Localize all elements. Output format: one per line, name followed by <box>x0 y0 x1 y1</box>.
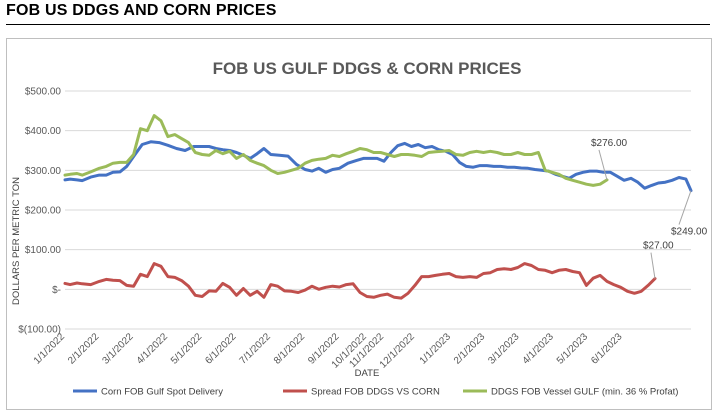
legend-label-2: Spread FOB DDGS VS CORN <box>311 387 440 398</box>
x-tick-label: 6/1/2022 <box>203 331 239 367</box>
x-tick-label: 5/1/2023 <box>555 331 591 367</box>
x-tick-label: 4/1/2023 <box>521 331 557 367</box>
y-axis-ticks: $500.00 $400.00 $300.00 $200.00 $100.00 $- $(1… <box>18 87 61 336</box>
gridlines <box>65 90 691 330</box>
x-tick-label: 4/1/2022 <box>135 331 171 367</box>
annotation-leader <box>650 252 656 279</box>
y-tick-label: $400.00 <box>25 126 62 137</box>
y-tick-label: $500.00 <box>25 87 62 98</box>
x-tick-label: 1/1/2023 <box>418 331 454 367</box>
annotation-label: $27.00 <box>643 241 674 252</box>
chart-svg: FOB US GULF DDGS & CORN PRICES $500.00 $4… <box>11 59 708 398</box>
page-heading: FOB US DDGS AND CORN PRICES <box>6 2 277 19</box>
legend-label-3: DDGS FOB Vessel GULF (min. 36 % Profat) <box>491 387 678 398</box>
x-tick-label: 7/1/2022 <box>238 331 274 367</box>
y-axis-label: DOLLARS PER METRIC TON <box>11 177 22 305</box>
heading-underline <box>6 24 710 25</box>
x-tick-label: 3/1/2022 <box>100 331 136 367</box>
legend-label-1: Corn FOB Gulf Spot Delivery <box>101 387 223 398</box>
x-tick-label: 6/1/2023 <box>589 331 625 367</box>
series-line-2 <box>63 262 657 300</box>
x-tick-label: 5/1/2022 <box>169 331 205 367</box>
annotation-label: $249.00 <box>671 227 708 238</box>
y-tick-label: $200.00 <box>25 206 62 217</box>
chart-frame: FOB US GULF DDGS & CORN PRICES $500.00 $4… <box>6 38 712 410</box>
y-tick-label: $(100.00) <box>18 325 61 336</box>
chart-title: FOB US GULF DDGS & CORN PRICES <box>213 59 522 78</box>
series-line-1 <box>63 140 693 193</box>
end-value-annotations: $276.00 $249.00 $27.00 <box>591 138 708 279</box>
x-tick-label: 2/1/2023 <box>452 331 488 367</box>
x-axis-ticks: 1/1/20222/1/20223/1/20224/1/20225/1/2022… <box>32 331 625 371</box>
annotation-leader <box>678 190 692 225</box>
x-tick-label: 3/1/2023 <box>486 331 522 367</box>
x-axis-label: DATE <box>355 368 380 379</box>
x-tick-label: 1/1/2022 <box>32 331 68 367</box>
y-tick-label: $100.00 <box>25 245 62 256</box>
annotation-label: $276.00 <box>591 138 628 149</box>
series-line-3 <box>63 114 609 187</box>
y-tick-label: $300.00 <box>25 166 62 177</box>
y-tick-label: $- <box>52 285 61 296</box>
series-lines <box>63 114 693 300</box>
x-tick-label: 8/1/2022 <box>272 331 308 367</box>
x-tick-label: 2/1/2022 <box>66 331 102 367</box>
annotation-leader <box>598 149 608 180</box>
legend: Corn FOB Gulf Spot Delivery Spread FOB DD… <box>73 387 678 398</box>
